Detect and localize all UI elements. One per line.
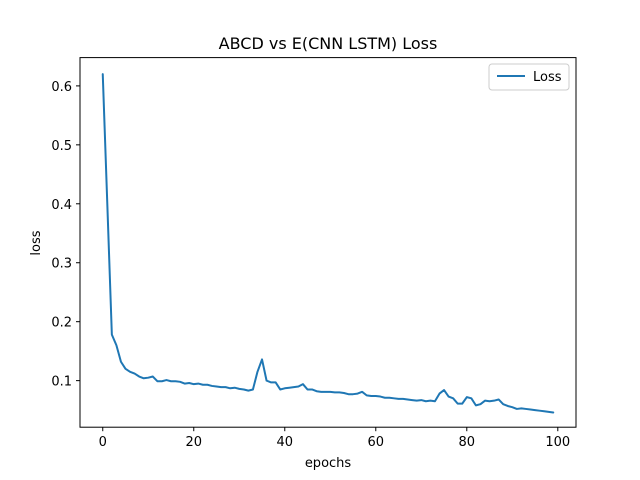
series-line-loss [101, 73, 555, 414]
x-tick-label: 80 [459, 435, 476, 450]
chart-title: ABCD vs E(CNN LSTM) Loss [219, 34, 438, 53]
y-tick-label: 0.1 [51, 375, 72, 390]
x-tick-label: 100 [545, 435, 570, 450]
y-axis-label: loss [29, 230, 44, 255]
x-tick-label: 40 [276, 435, 293, 450]
x-axis-label: epochs [305, 456, 352, 471]
x-tick-label: 20 [185, 435, 202, 450]
legend: Loss [488, 63, 570, 91]
x-axis-ticks: 0 20 40 60 80 100 [99, 427, 570, 450]
y-tick-label: 0.2 [51, 316, 72, 331]
legend-box [488, 63, 570, 91]
legend-label: Loss [533, 70, 562, 85]
y-tick-label: 0.5 [51, 139, 72, 154]
y-tick-label: 0.3 [51, 257, 72, 272]
y-tick-label: 0.6 [51, 80, 72, 95]
plot-frame [79, 57, 577, 428]
y-tick-label: 0.4 [51, 198, 72, 213]
series-group [101, 73, 555, 414]
x-tick-label: 60 [368, 435, 385, 450]
x-tick-label: 0 [99, 435, 107, 450]
y-axis-ticks: 0.1 0.2 0.3 0.4 0.5 0.6 [51, 80, 80, 390]
